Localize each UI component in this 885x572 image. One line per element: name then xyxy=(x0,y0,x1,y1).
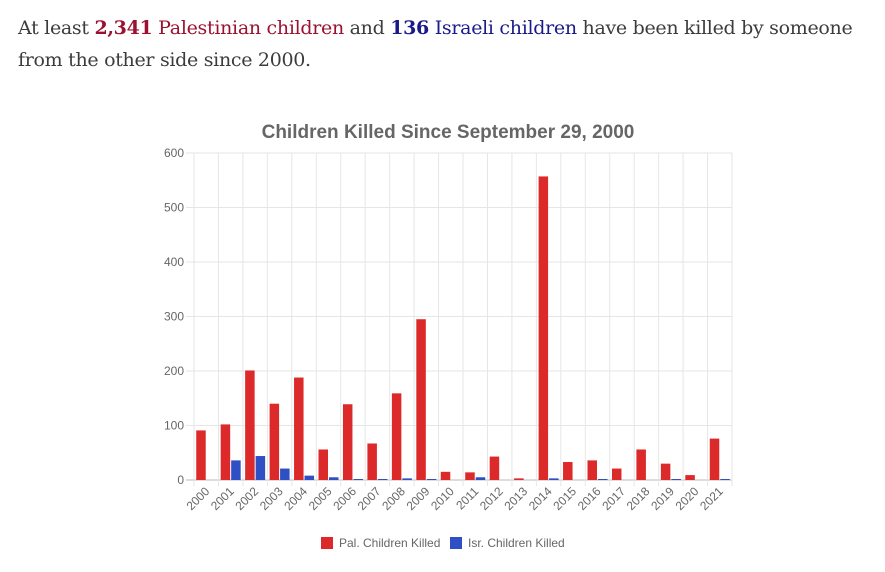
legend-swatch-israeli[interactable] xyxy=(450,537,462,549)
bar-palestinian[interactable] xyxy=(294,377,304,480)
y-tick-label: 600 xyxy=(164,146,184,160)
israeli-label: Israeli children xyxy=(428,17,577,39)
bar-palestinian[interactable] xyxy=(196,430,206,480)
bar-palestinian[interactable] xyxy=(318,449,329,480)
y-tick-label: 0 xyxy=(177,473,184,487)
x-tick-label: 2021 xyxy=(697,484,726,513)
x-axis: 2000200120022003200420052006200720082009… xyxy=(184,484,727,513)
bar-palestinian[interactable] xyxy=(220,424,231,480)
bar-palestinian[interactable] xyxy=(685,475,695,480)
israeli-count: 136 xyxy=(390,17,429,39)
y-tick-label: 300 xyxy=(164,310,184,324)
x-tick-label: 2005 xyxy=(306,484,335,513)
bar-palestinian[interactable] xyxy=(563,462,573,480)
chart-legend[interactable]: Pal. Children Killed Isr. Children Killed xyxy=(321,536,565,550)
chart-title: Children Killed Since September 29, 2000 xyxy=(262,122,635,143)
bar-palestinian[interactable] xyxy=(514,478,524,480)
bar-israeli[interactable] xyxy=(255,456,266,480)
bar-palestinian[interactable] xyxy=(391,393,402,480)
bar-israeli[interactable] xyxy=(720,479,730,480)
palestinian-children-highlight: 2,341 Palestinian children xyxy=(94,17,344,39)
bar-palestinian[interactable] xyxy=(709,438,720,480)
y-tick-label: 500 xyxy=(164,201,184,215)
palestinian-count: 2,341 xyxy=(94,17,153,39)
x-tick-label: 2014 xyxy=(526,484,555,513)
bar-israeli[interactable] xyxy=(304,475,315,480)
bar-palestinian[interactable] xyxy=(587,460,598,480)
x-tick-label: 2018 xyxy=(624,484,653,513)
x-tick-label: 2001 xyxy=(208,484,237,513)
bar-israeli[interactable] xyxy=(402,478,412,480)
chart-bars xyxy=(196,176,730,480)
bar-palestinian[interactable] xyxy=(245,370,255,480)
legend-swatch-palestinian[interactable] xyxy=(321,537,333,549)
intro-text-3: have been killed by someone from the oth… xyxy=(18,17,853,71)
intro-paragraph: At least 2,341 Palestinian children and … xyxy=(18,12,878,76)
x-tick-label: 2016 xyxy=(575,484,604,513)
x-tick-label: 2009 xyxy=(404,484,433,513)
bar-palestinian[interactable] xyxy=(538,176,549,480)
bar-israeli[interactable] xyxy=(377,479,388,480)
bar-israeli[interactable] xyxy=(549,478,559,480)
bar-israeli[interactable] xyxy=(475,477,486,480)
x-tick-label: 2007 xyxy=(355,484,384,513)
bar-palestinian[interactable] xyxy=(416,319,426,480)
bar-israeli[interactable] xyxy=(671,479,681,480)
israeli-children-highlight: 136 Israeli children xyxy=(390,17,577,39)
chart-grid xyxy=(186,152,733,486)
bar-palestinian[interactable] xyxy=(489,456,500,480)
bar-israeli[interactable] xyxy=(329,477,339,480)
x-tick-label: 2015 xyxy=(550,484,579,513)
x-tick-label: 2010 xyxy=(428,484,457,513)
bar-palestinian[interactable] xyxy=(611,468,622,480)
intro-text-1: At least xyxy=(18,17,95,39)
x-tick-label: 2012 xyxy=(477,484,506,513)
x-tick-label: 2020 xyxy=(673,484,702,513)
x-tick-label: 2013 xyxy=(501,484,530,513)
x-tick-label: 2000 xyxy=(184,484,213,513)
bar-israeli[interactable] xyxy=(353,479,363,480)
bar-palestinian[interactable] xyxy=(636,449,646,480)
y-tick-label: 400 xyxy=(164,255,184,269)
bar-palestinian[interactable] xyxy=(440,471,451,480)
y-axis: 0 100 200 300 400 500 600 xyxy=(164,146,184,487)
palestinian-label: Palestinian children xyxy=(152,17,344,39)
y-tick-label: 100 xyxy=(164,419,184,433)
bar-palestinian[interactable] xyxy=(367,443,377,480)
y-tick-label: 200 xyxy=(164,364,184,378)
bar-palestinian[interactable] xyxy=(269,403,280,480)
x-tick-label: 2011 xyxy=(453,484,481,512)
x-tick-label: 2002 xyxy=(232,484,261,513)
bar-israeli[interactable] xyxy=(280,468,290,480)
x-tick-label: 2017 xyxy=(599,484,628,513)
legend-label-israeli[interactable]: Isr. Children Killed xyxy=(468,536,565,550)
bar-israeli[interactable] xyxy=(598,479,608,480)
x-tick-label: 2019 xyxy=(648,484,677,513)
legend-label-palestinian[interactable]: Pal. Children Killed xyxy=(339,536,440,550)
intro-text-2: and xyxy=(343,17,391,39)
bar-palestinian[interactable] xyxy=(465,472,475,480)
x-tick-label: 2003 xyxy=(257,484,286,513)
x-tick-label: 2004 xyxy=(281,484,310,513)
bar-israeli[interactable] xyxy=(231,460,241,480)
bar-palestinian[interactable] xyxy=(342,404,353,480)
bar-israeli[interactable] xyxy=(426,479,437,480)
x-tick-label: 2006 xyxy=(330,484,359,513)
x-tick-label: 2008 xyxy=(379,484,408,513)
bar-palestinian[interactable] xyxy=(660,463,671,480)
